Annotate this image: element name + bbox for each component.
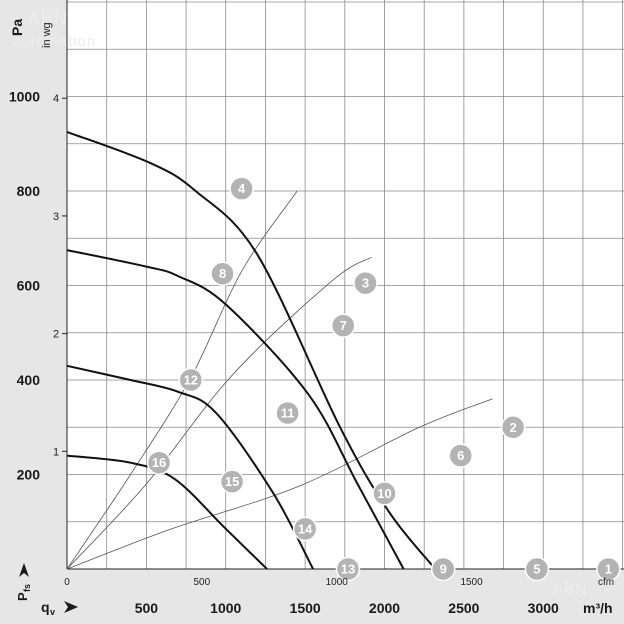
m3h-tick-label: 1500: [290, 600, 321, 616]
operating-point-8: 8: [210, 261, 235, 286]
inwg-tick-label: 3: [53, 211, 59, 223]
operating-point-9: 9: [430, 556, 456, 582]
marker-circle: [430, 556, 456, 582]
marker-circle: [275, 400, 300, 426]
marker-label: 5: [533, 562, 540, 577]
watermark-corner: ABN: [552, 581, 588, 598]
watermark-line-2: automation: [12, 33, 96, 50]
marker-label: 3: [362, 276, 369, 291]
cfm-tick-label: 1000: [326, 577, 349, 588]
flow-symbol: q v: [41, 599, 78, 617]
grid: [66, 0, 624, 570]
inwg-axis-label: in wg: [41, 22, 53, 48]
m3h-tick-label: 2000: [369, 600, 400, 616]
marker-circle: [219, 469, 245, 494]
m3h-axis-label: m³/h: [583, 600, 613, 616]
marker-label: 8: [219, 266, 226, 281]
marker-circle: [500, 415, 526, 440]
marker-label: 14: [298, 521, 313, 536]
operating-point-6: 6: [448, 443, 473, 468]
fan-curve-2: [66, 249, 405, 570]
operating-point-7: 7: [330, 313, 356, 338]
watermark-line-1: ABN: [28, 8, 68, 28]
marker-circle: [146, 450, 172, 475]
plot-area: [67, 0, 624, 569]
fan-curve-1: [66, 130, 437, 570]
marker-circle: [178, 367, 204, 393]
system-curve-3: [66, 398, 493, 570]
flow-symbol-subscript: v: [50, 607, 55, 617]
marker-circle: [448, 443, 473, 468]
operating-point-14: 14: [292, 516, 318, 542]
marker-label: 4: [238, 181, 246, 196]
system-curve-2: [66, 256, 373, 570]
pressure-arrow-icon: [19, 563, 29, 577]
operating-point-3: 3: [353, 270, 378, 296]
operating-point-5: 5: [524, 556, 550, 582]
fan-curves: [66, 130, 437, 570]
cfm-axis-label: cfm: [598, 577, 614, 588]
m3h-tick-labels: 500 1000 1500 2000 2500 3000: [135, 600, 559, 616]
pa-tick-label: 1000: [9, 89, 40, 105]
marker-label: 12: [184, 373, 198, 388]
marker-circle: [335, 556, 361, 582]
marker-label: 2: [509, 420, 516, 435]
operating-point-11: 11: [275, 400, 300, 426]
pa-tick-label: 200: [17, 467, 41, 483]
m3h-tick-label: 2500: [448, 600, 479, 616]
marker-circle: [210, 261, 235, 286]
marker-circle: [596, 556, 621, 582]
flow-arrow-icon: [64, 601, 78, 613]
m3h-tick-label: 500: [135, 600, 159, 616]
pressure-symbol-main: P: [15, 592, 30, 601]
pa-tick-label: 800: [17, 183, 41, 199]
marker-label: 16: [152, 455, 166, 470]
pa-tick-labels: 200 400 600 800 1000: [9, 89, 40, 483]
pa-tick-label: 400: [17, 372, 41, 388]
operating-point-13: 13: [335, 556, 361, 582]
inwg-tick-label: 1: [53, 446, 59, 458]
pa-tick-label: 600: [17, 278, 41, 294]
marker-label: 13: [341, 562, 355, 577]
pressure-symbol: P fs: [15, 563, 32, 601]
marker-label: 11: [281, 406, 295, 421]
inwg-tick-labels: 1 2 3 4: [53, 93, 67, 458]
cfm-tick-labels: 0 500 1000 1500: [64, 577, 483, 588]
operating-point-16: 16: [146, 450, 172, 475]
operating-point-15: 15: [219, 469, 245, 494]
marker-circle: [524, 556, 550, 582]
operating-point-4: 4: [229, 176, 254, 201]
pressure-symbol-subscript: fs: [22, 584, 32, 592]
watermark: ABN automation ABN: [12, 8, 588, 598]
marker-circle: [353, 270, 378, 296]
marker-label: 6: [457, 448, 464, 463]
marker-circle: [229, 176, 254, 201]
cfm-tick-label: 500: [194, 577, 211, 588]
marker-circle: [372, 481, 397, 506]
cfm-tick-label: 1500: [460, 577, 483, 588]
m3h-tick-label: 3000: [528, 600, 559, 616]
operating-point-10: 10: [372, 481, 397, 506]
marker-label: 10: [377, 486, 391, 501]
operating-point-12: 12: [178, 367, 204, 393]
marker-label: 7: [340, 318, 347, 333]
marker-circle: [292, 516, 318, 542]
inwg-tick-label: 4: [53, 93, 59, 105]
operating-point-1: 1: [596, 556, 621, 582]
cfm-tick-label: 0: [64, 577, 70, 588]
flow-symbol-main: q: [41, 599, 50, 615]
m3h-tick-label: 1000: [210, 600, 241, 616]
fan-curve-3: [66, 364, 314, 570]
fan-curve-4: [66, 454, 268, 570]
operating-point-2: 2: [500, 415, 526, 440]
pa-axis-label: Pa: [9, 19, 25, 36]
marker-label: 15: [225, 474, 239, 489]
inwg-tick-label: 2: [53, 329, 59, 341]
marker-label: 9: [440, 562, 447, 577]
marker-label: 1: [605, 562, 612, 577]
marker-circle: [330, 313, 356, 338]
